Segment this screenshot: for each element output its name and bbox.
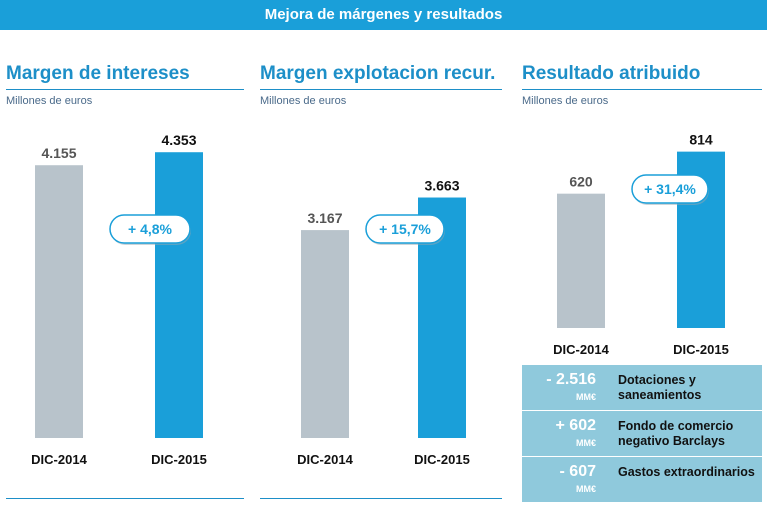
panel-margen-intereses: Margen de intereses Millones de euros 4.… — [6, 55, 244, 510]
panel-title: Margen explotacion recur. — [260, 63, 496, 84]
bar-dic-2014 — [35, 165, 83, 438]
adjustment-label: Dotaciones y saneamientos — [618, 373, 702, 402]
category-label: DIC-2014 — [297, 452, 353, 467]
panel-resultado-atribuido: Resultado atribuido Millones de euros 62… — [522, 55, 762, 510]
bar-dic-2014 — [557, 193, 605, 328]
category-label: DIC-2014 — [553, 342, 609, 357]
category-label: DIC-2015 — [414, 452, 470, 467]
change-label: + 15,7% — [379, 221, 431, 237]
bar-chart-resultado-atribuido: 620 DIC-2014 814 DIC-2015 + 31,4% — [553, 132, 729, 357]
change-pill — [109, 214, 191, 244]
bar-chart-margen-intereses: 4.155 DIC-2014 4.353 DIC-2015 + 4,8% — [31, 132, 207, 467]
category-label: DIC-2015 — [151, 452, 207, 467]
unit-subtitle: Millones de euros — [522, 95, 609, 107]
value-label: 4.155 — [41, 145, 76, 161]
banner-title: Mejora de márgenes y resultados — [0, 0, 767, 30]
value-label: 4.353 — [161, 132, 196, 148]
category-label: DIC-2014 — [31, 452, 87, 467]
bar-dic-2014 — [301, 230, 349, 438]
adjustment-label: Gastos extraordinarios — [618, 465, 755, 479]
title-rule — [260, 89, 502, 90]
adjustment-value: + 602 — [555, 417, 596, 434]
value-label: 3.167 — [307, 210, 342, 226]
panel-margen-explotacion: Margen explotacion recur. Millones de eu… — [260, 55, 502, 510]
panel-title: Margen de intereses — [6, 63, 190, 84]
bottom-rule — [260, 498, 502, 499]
adjustment-label: Fondo de comercio negativo Barclays — [618, 419, 734, 448]
adjustment-unit: MM€ — [576, 484, 596, 494]
change-pill — [365, 214, 445, 244]
value-label: 814 — [689, 132, 713, 148]
title-rule — [522, 89, 762, 90]
adjustment-row: + 602 MM€ Fondo de comercio negativo Bar… — [522, 411, 762, 457]
change-label: + 31,4% — [644, 181, 696, 197]
value-label: 3.663 — [424, 178, 459, 194]
bottom-rule — [6, 498, 244, 499]
value-label: 620 — [569, 174, 593, 190]
adjustment-row: - 607 MM€ Gastos extraordinarios — [522, 457, 762, 502]
adjustment-unit: MM€ — [576, 438, 596, 448]
adjustment-row: - 2.516 MM€ Dotaciones y saneamientos — [522, 365, 762, 411]
unit-subtitle: Millones de euros — [260, 95, 347, 107]
change-pill — [631, 174, 709, 204]
adjustment-unit: MM€ — [576, 392, 596, 402]
bar-dic-2015 — [155, 152, 203, 438]
panel-title: Resultado atribuido — [522, 63, 701, 84]
adjustment-value: - 2.516 — [546, 371, 596, 388]
title-rule — [6, 89, 244, 90]
adjustment-value: - 607 — [559, 463, 596, 480]
adjustments-table: - 2.516 MM€ Dotaciones y saneamientos + … — [522, 365, 762, 502]
bar-chart-margen-explotacion: 3.167 DIC-2014 3.663 DIC-2015 + 15,7% — [297, 178, 470, 467]
unit-subtitle: Millones de euros — [6, 95, 93, 107]
change-label: + 4,8% — [128, 221, 173, 237]
category-label: DIC-2015 — [673, 342, 729, 357]
